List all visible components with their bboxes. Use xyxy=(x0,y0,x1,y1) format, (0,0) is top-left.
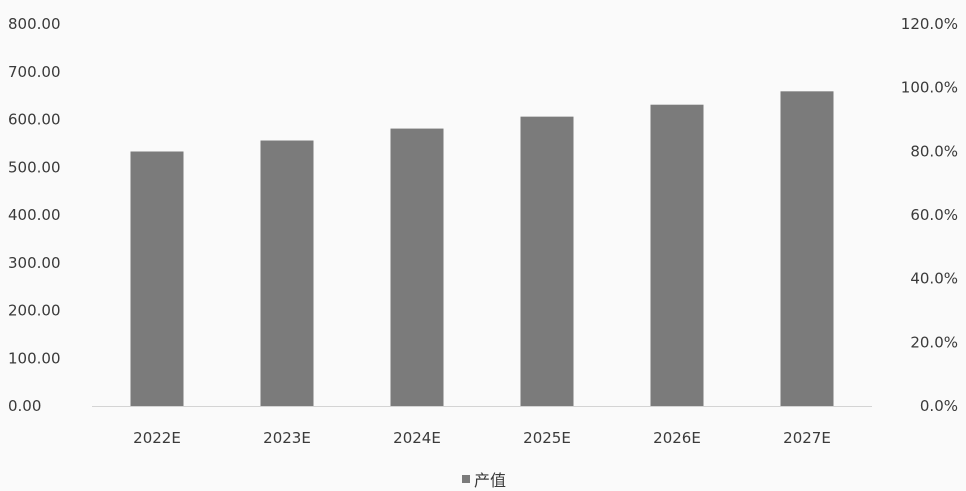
x-tick-label: 2022E xyxy=(133,429,181,447)
legend: 产值 xyxy=(462,471,506,490)
x-axis: 2022E 2023E 2024E 2025E 2026E 2027E xyxy=(133,429,831,447)
y-axis-right: 0.0% 20.0% 40.0% 60.0% 80.0% 100.0% 120.0% xyxy=(901,15,958,415)
bars-group xyxy=(130,91,834,406)
y-tick-label-right: 20.0% xyxy=(910,333,958,351)
y-tick-label-left: 400.00 xyxy=(8,206,61,224)
x-tick-label: 2024E xyxy=(393,429,441,447)
y-tick-label-right: 40.0% xyxy=(910,270,958,288)
y-tick-label-left: 100.00 xyxy=(8,349,61,367)
y-tick-label-right: 120.0% xyxy=(901,15,958,33)
y-tick-label-left: 200.00 xyxy=(8,302,61,320)
y-tick-label-left: 600.00 xyxy=(8,111,61,129)
y-tick-label-left: 700.00 xyxy=(8,63,61,81)
bar-2027E xyxy=(780,91,834,406)
bar-2022E xyxy=(130,151,184,406)
legend-label: 产值 xyxy=(474,471,506,490)
y-tick-label-right: 80.0% xyxy=(910,142,958,160)
y-tick-label-left: 0.00 xyxy=(8,397,41,415)
y-tick-label-right: 100.0% xyxy=(901,79,958,97)
bar-2024E xyxy=(390,128,444,406)
y-tick-label-left: 500.00 xyxy=(8,158,61,176)
x-tick-label: 2026E xyxy=(653,429,701,447)
y-tick-label-right: 60.0% xyxy=(910,206,958,224)
x-tick-label: 2027E xyxy=(783,429,831,447)
x-tick-label: 2025E xyxy=(523,429,571,447)
legend-swatch xyxy=(462,475,470,483)
y-tick-label-right: 0.0% xyxy=(920,397,958,415)
bar-2023E xyxy=(260,140,314,406)
bar-2026E xyxy=(650,104,704,406)
bar-2025E xyxy=(520,116,574,406)
x-tick-label: 2023E xyxy=(263,429,311,447)
y-tick-label-left: 800.00 xyxy=(8,15,61,33)
y-axis-left: 0.00 100.00 200.00 300.00 400.00 500.00 600.00… xyxy=(8,15,61,415)
y-tick-label-left: 300.00 xyxy=(8,254,61,272)
